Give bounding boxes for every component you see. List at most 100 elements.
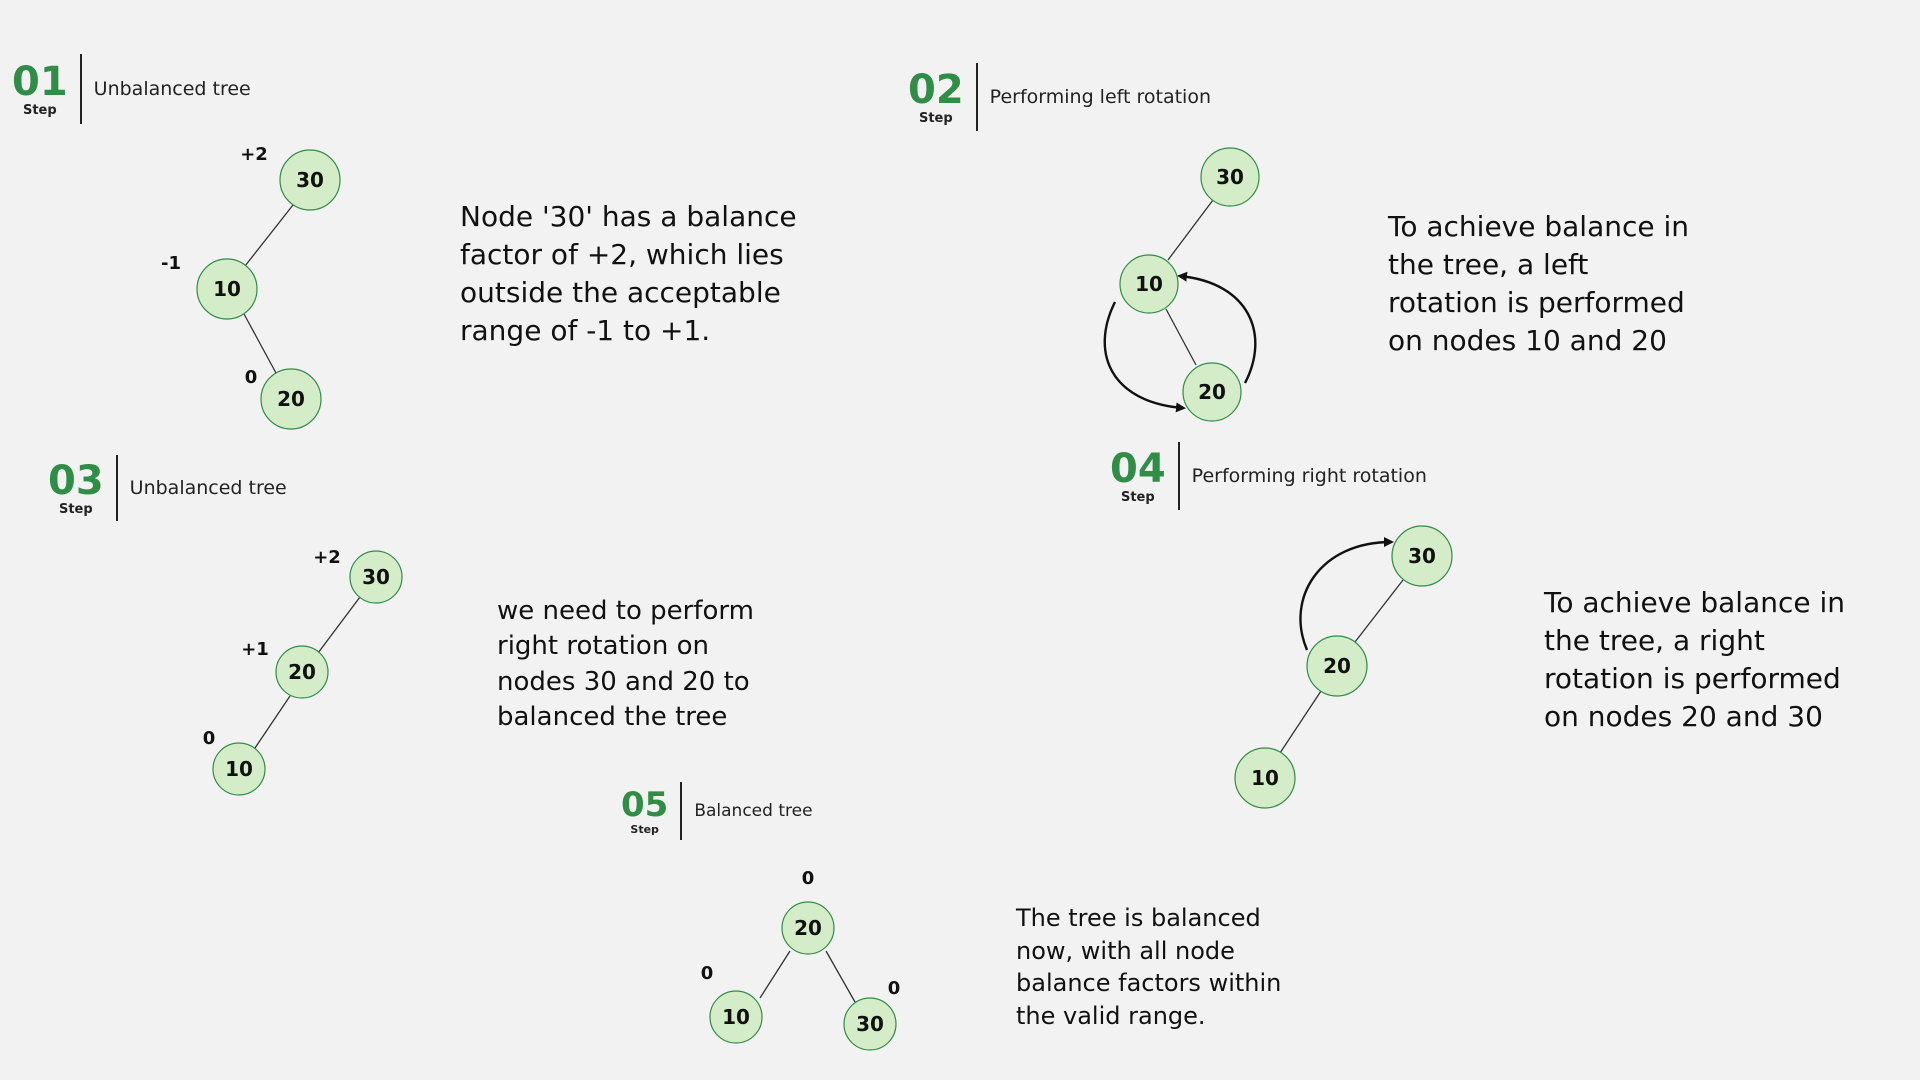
step-number: 02 bbox=[908, 66, 964, 113]
step-separator bbox=[975, 63, 978, 131]
description-line: To achieve balance in bbox=[1388, 210, 1690, 243]
tree-node: 20 bbox=[781, 901, 835, 955]
step-01-description: Node '30' has a balance factor of +2, wh… bbox=[460, 198, 797, 350]
svg-text:20: 20 bbox=[288, 660, 316, 684]
description-line: factor of +2, which lies bbox=[460, 238, 784, 272]
step-05-description: The tree is balanced now, with all node … bbox=[1016, 902, 1281, 1033]
tree-edge bbox=[1167, 199, 1214, 261]
step-02-header: 02 Step Performing left rotation bbox=[908, 63, 1211, 131]
description-line: now, with all node bbox=[1016, 936, 1235, 965]
tree-edge bbox=[1279, 690, 1322, 754]
step-05-tree: 20 10 30 0 0 0 bbox=[701, 868, 901, 1051]
description-line: the tree, a right bbox=[1544, 624, 1765, 658]
balance-factor-label: +2 bbox=[240, 144, 268, 165]
tree-edge bbox=[317, 596, 361, 654]
description-line: on nodes 10 and 20 bbox=[1388, 324, 1667, 358]
step-word: Step bbox=[22, 102, 57, 118]
step-number: 05 bbox=[621, 784, 669, 825]
step-01-header: 01 Step Unbalanced tree bbox=[12, 54, 251, 124]
step-03-header: 03 Step Unbalanced tree bbox=[48, 455, 287, 521]
rotation-arrow bbox=[1299, 537, 1394, 651]
tree-node: 10 bbox=[709, 990, 763, 1044]
balance-factor-label: 0 bbox=[245, 367, 258, 388]
description-line: rotation is performed bbox=[1544, 662, 1841, 696]
description-line: rotation is performed bbox=[1388, 286, 1685, 320]
step-word: Step bbox=[58, 501, 93, 517]
step-separator bbox=[680, 782, 683, 840]
balance-factor-label: 0 bbox=[203, 728, 216, 749]
step-04-tree: 30 20 10 bbox=[1234, 525, 1453, 809]
tree-edge bbox=[825, 950, 856, 1003]
step-separator bbox=[1177, 442, 1180, 510]
tree-node: 20 bbox=[260, 368, 322, 430]
tree-edge bbox=[243, 313, 277, 374]
description-line: the valid range. bbox=[1016, 1001, 1206, 1030]
tree-node: 30 bbox=[1200, 147, 1260, 207]
step-05-header: 05 Step Balanced tree bbox=[621, 782, 813, 840]
tree-node: 10 bbox=[196, 258, 258, 320]
rotation-arrow bbox=[1103, 301, 1186, 413]
tree-node: 10 bbox=[1234, 747, 1296, 809]
step-title: Unbalanced tree bbox=[129, 477, 287, 499]
step-title: Unbalanced tree bbox=[93, 78, 251, 100]
svg-text:30: 30 bbox=[362, 565, 390, 589]
step-title: Performing left rotation bbox=[989, 86, 1211, 108]
tree-edge bbox=[244, 204, 294, 267]
tree-node: 20 bbox=[275, 645, 329, 699]
step-03-description: we need to perform right rotation on nod… bbox=[497, 594, 754, 735]
tree-edge bbox=[1354, 579, 1404, 643]
tree-edge bbox=[759, 950, 791, 999]
svg-text:30: 30 bbox=[1408, 544, 1436, 568]
svg-text:30: 30 bbox=[1216, 165, 1244, 189]
balance-factor-label: 0 bbox=[888, 978, 901, 999]
step-word: Step bbox=[1120, 489, 1155, 505]
svg-text:20: 20 bbox=[277, 387, 305, 411]
tree-node: 30 bbox=[1391, 525, 1453, 587]
description-line: outside the acceptable bbox=[460, 276, 781, 310]
svg-text:30: 30 bbox=[856, 1012, 884, 1036]
description-line: right rotation on bbox=[497, 631, 709, 662]
description-line: balanced the tree bbox=[497, 702, 728, 733]
tree-node: 30 bbox=[843, 997, 897, 1051]
svg-text:20: 20 bbox=[794, 916, 822, 940]
svg-text:30: 30 bbox=[296, 168, 324, 192]
step-01-tree: 30 10 20 +2 -1 0 bbox=[161, 144, 341, 430]
svg-text:10: 10 bbox=[1135, 272, 1163, 296]
description-line: range of -1 to +1. bbox=[460, 314, 711, 348]
balance-factor-label: +2 bbox=[313, 547, 341, 568]
tree-node: 20 bbox=[1306, 635, 1368, 697]
step-word: Step bbox=[630, 822, 659, 836]
step-02-description: To achieve balance in the tree, a left r… bbox=[1388, 208, 1689, 360]
description-line: Node '30' has a balance bbox=[460, 200, 797, 233]
description-line: the tree, a left bbox=[1388, 248, 1589, 282]
step-number: 03 bbox=[48, 457, 104, 504]
rotation-arrow bbox=[1177, 271, 1257, 384]
step-separator bbox=[79, 54, 82, 124]
step-number: 04 bbox=[1110, 445, 1166, 492]
step-title: Balanced tree bbox=[694, 801, 813, 821]
balance-factor-label: +1 bbox=[241, 639, 269, 660]
tree-node: 10 bbox=[212, 742, 266, 796]
step-word: Step bbox=[918, 110, 953, 126]
svg-text:10: 10 bbox=[722, 1005, 750, 1029]
step-03-tree: 30 20 10 +2 +1 0 bbox=[203, 547, 403, 796]
step-02-tree: 30 10 20 bbox=[1103, 147, 1260, 422]
description-line: balance factors within bbox=[1016, 969, 1282, 998]
svg-text:10: 10 bbox=[225, 757, 253, 781]
tree-edge bbox=[1165, 308, 1197, 366]
step-04-description: To achieve balance in the tree, a right … bbox=[1544, 584, 1845, 736]
step-number: 01 bbox=[12, 58, 68, 105]
step-04-header: 04 Step Performing right rotation bbox=[1110, 442, 1427, 510]
svg-text:10: 10 bbox=[213, 277, 241, 301]
description-line: nodes 30 and 20 to bbox=[497, 666, 750, 697]
description-line: we need to perform bbox=[497, 596, 754, 626]
balance-factor-label: 0 bbox=[802, 868, 815, 889]
tree-node: 30 bbox=[279, 149, 341, 211]
tree-node: 10 bbox=[1119, 254, 1179, 314]
description-line: To achieve balance in bbox=[1544, 586, 1846, 619]
step-separator bbox=[115, 455, 118, 521]
svg-text:20: 20 bbox=[1323, 654, 1351, 678]
tree-node: 20 bbox=[1182, 362, 1242, 422]
svg-text:10: 10 bbox=[1251, 766, 1279, 790]
